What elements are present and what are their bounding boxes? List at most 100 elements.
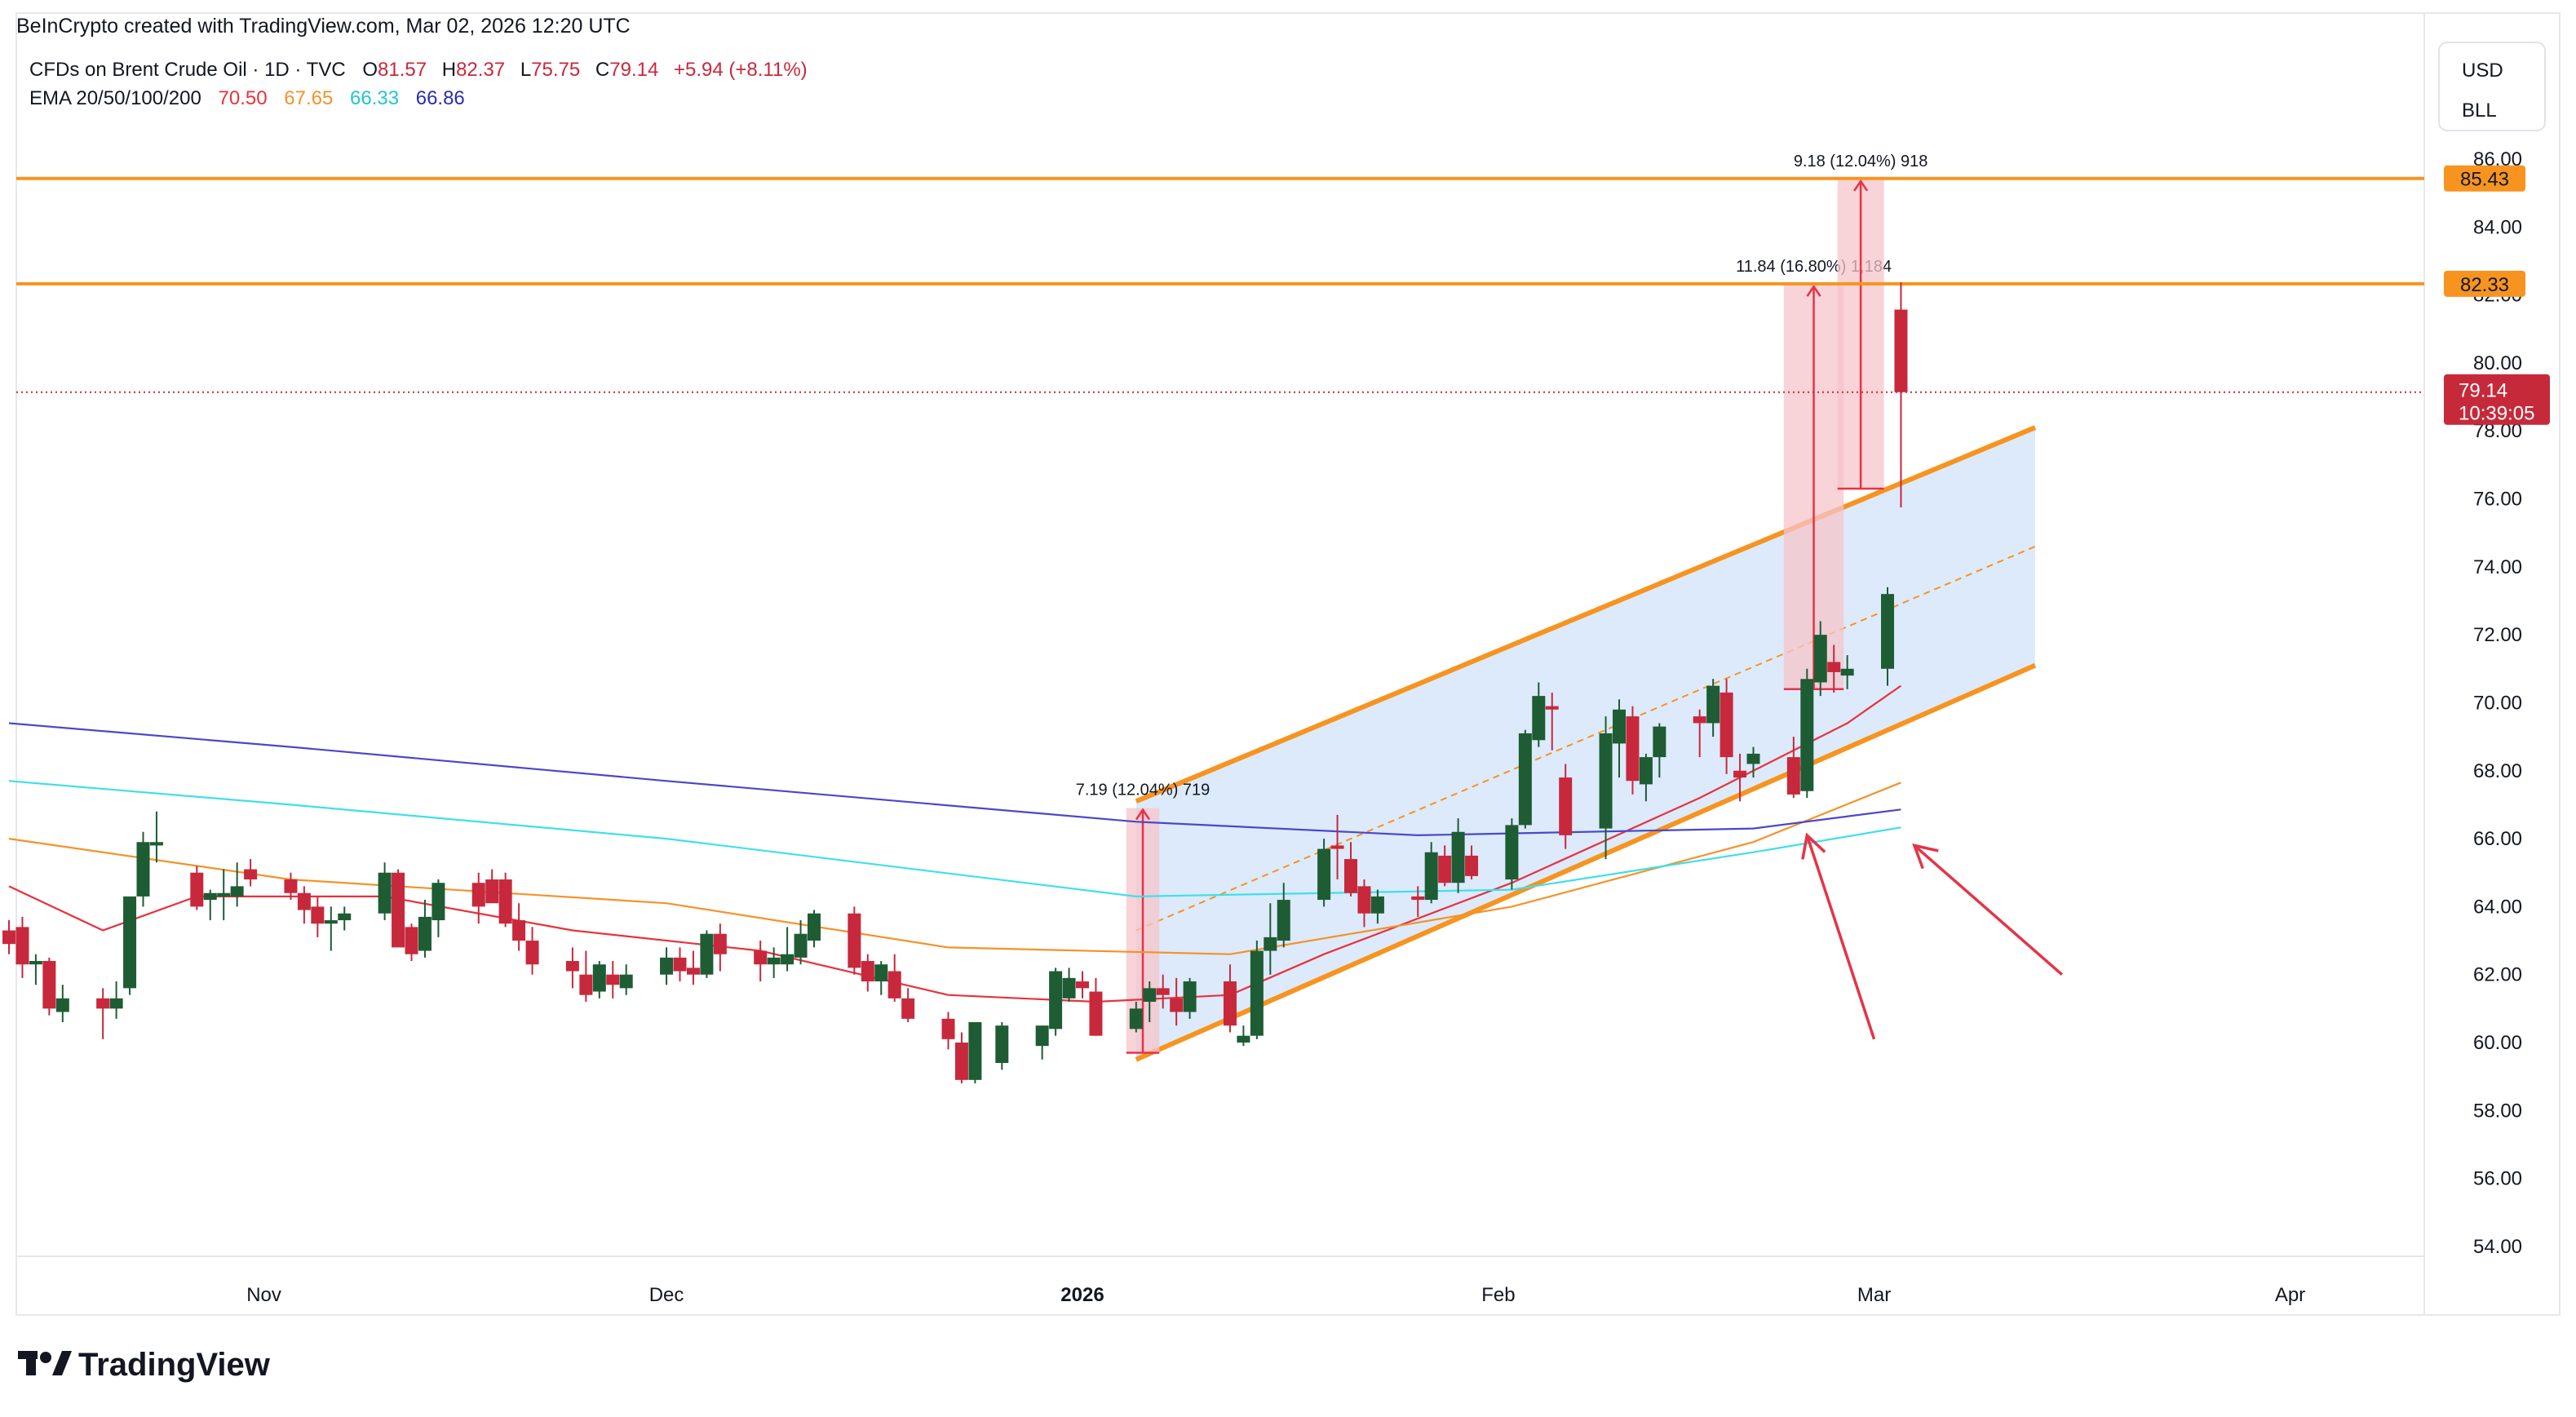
- candle-body: [405, 927, 418, 954]
- candle-body: [432, 883, 445, 921]
- candle: [1035, 1025, 1049, 1060]
- candle-body: [1706, 685, 1720, 724]
- annotation-arrow-0[interactable]: [1805, 835, 1876, 1040]
- price-tick-label: 74.00: [2473, 556, 2522, 578]
- candle-body: [29, 961, 42, 965]
- candle-body: [230, 886, 244, 897]
- ohlc-c-value: 79.14: [609, 59, 658, 81]
- candle: [968, 1022, 982, 1083]
- ema50-line: [8, 782, 1901, 955]
- candle-body: [392, 872, 405, 948]
- candle-body: [1840, 668, 1854, 676]
- candle: [1465, 845, 1479, 880]
- candle: [1277, 883, 1290, 948]
- candle-body: [660, 957, 674, 975]
- price-tick-label: 80.00: [2473, 352, 2522, 374]
- candle: [565, 947, 579, 989]
- candle: [109, 981, 123, 1019]
- candle: [1049, 968, 1063, 1036]
- candle: [378, 862, 392, 921]
- candle: [1881, 587, 1894, 686]
- candle-body: [203, 892, 217, 901]
- candle: [1800, 668, 1814, 799]
- candle-body: [754, 950, 768, 965]
- candle-body: [378, 872, 392, 914]
- annotation-arrow-1[interactable]: [1913, 844, 2064, 976]
- ema200-value: 66.86: [416, 87, 465, 109]
- price-tick-label: 60.00: [2473, 1032, 2522, 1054]
- candle-body: [1518, 733, 1532, 826]
- channel-lower-line[interactable]: [1135, 662, 2037, 1062]
- candle-body: [471, 883, 485, 907]
- candle-body: [901, 998, 915, 1019]
- candle-body: [1424, 852, 1438, 901]
- candle-body: [136, 842, 150, 897]
- candle: [42, 957, 56, 1016]
- candle: [123, 896, 137, 995]
- candle: [1264, 903, 1277, 975]
- time-tick-label: Nov: [246, 1284, 281, 1306]
- candle-body: [123, 896, 137, 989]
- annotation-arrow-head-0: [1801, 832, 1826, 860]
- channel-upper-line[interactable]: [1135, 425, 2037, 804]
- candle: [498, 872, 512, 928]
- candle-body: [217, 892, 231, 897]
- candle-body: [606, 974, 620, 985]
- candle-body: [1438, 855, 1452, 883]
- time-axis[interactable]: Nov Dec 2026 Feb Mar Apr: [246, 1284, 2305, 1306]
- measure-arrow-head-0: [1135, 808, 1151, 821]
- currency-label: USD: [2462, 60, 2503, 82]
- candle: [660, 947, 674, 985]
- candle-body: [96, 998, 110, 1009]
- ema-lines: [8, 684, 1902, 1003]
- annotation-arrows[interactable]: [1801, 832, 2064, 1040]
- price-axis[interactable]: 86.0084.0082.0080.0078.0076.0074.0072.00…: [2444, 148, 2550, 1258]
- candle: [244, 859, 258, 887]
- tradingview-logo[interactable]: TradingView: [18, 1347, 271, 1383]
- currency-box[interactable]: [2438, 42, 2546, 131]
- candle-body: [686, 968, 700, 975]
- current-price-badge[interactable]: [2444, 374, 2550, 425]
- candle-body: [995, 1025, 1009, 1063]
- level-price-badge-0[interactable]: [2444, 165, 2525, 192]
- ohlc-l-value: 75.75: [531, 59, 580, 81]
- candle-body: [1894, 309, 1908, 392]
- candle-body: [1451, 831, 1465, 883]
- candle-body: [861, 961, 874, 982]
- candle: [887, 954, 901, 1003]
- candle-body: [1330, 845, 1344, 849]
- price-tick-label: 56.00: [2473, 1168, 2522, 1190]
- candle-body: [1062, 977, 1076, 999]
- ema-label: EMA 20/50/100/200: [29, 87, 201, 109]
- candle: [2, 920, 15, 954]
- candle: [1411, 886, 1425, 917]
- candle-body: [767, 957, 781, 965]
- candle-body: [1545, 706, 1559, 710]
- candle: [1599, 716, 1613, 860]
- candle-body: [1559, 777, 1573, 835]
- candle-body: [565, 961, 579, 972]
- legend-ema-line: EMA 20/50/100/200 70.50 67.65 66.33 66.8…: [29, 87, 465, 109]
- candle-body: [1277, 900, 1290, 941]
- candle: [297, 886, 311, 924]
- ema20-value: 70.50: [219, 87, 268, 109]
- candle-body: [1344, 859, 1357, 893]
- candle: [1438, 845, 1452, 887]
- candle-body: [284, 879, 298, 893]
- candle-body: [808, 913, 821, 941]
- price-tick-label: 64.00: [2473, 896, 2522, 918]
- candle-body: [619, 974, 633, 989]
- level-price-badge-1[interactable]: [2444, 270, 2525, 297]
- candle: [592, 961, 606, 999]
- chart-border: [15, 12, 2561, 1316]
- candle: [432, 879, 445, 937]
- candle: [512, 903, 526, 951]
- candle: [471, 872, 485, 924]
- horizontal-levels[interactable]: [16, 176, 2424, 393]
- candle: [1813, 621, 1827, 697]
- ohlc-o-label: O: [362, 59, 378, 81]
- candle-body: [874, 964, 888, 982]
- candle-body: [1532, 696, 1546, 741]
